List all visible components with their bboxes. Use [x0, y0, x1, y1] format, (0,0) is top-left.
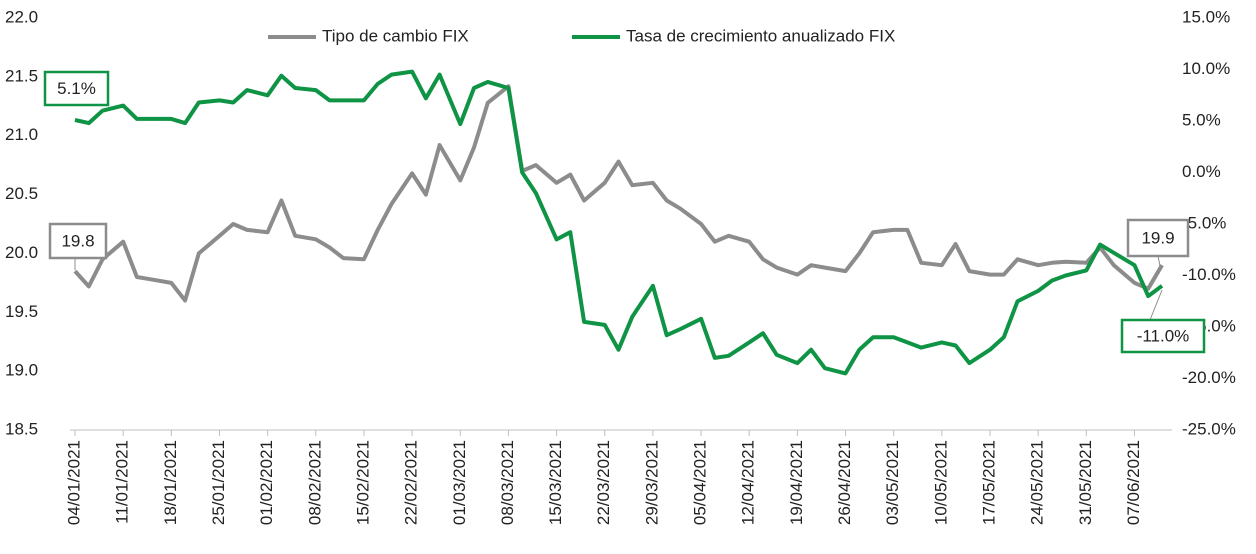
- series-line: [74, 69, 1164, 376]
- annotation-text: -11.0%: [1137, 326, 1190, 345]
- annotation-box: [48, 222, 108, 260]
- y-tick-label: 22.0: [5, 7, 38, 26]
- x-tick-label: 08/02/2021: [305, 440, 324, 525]
- annotation-text: 19.8: [61, 231, 94, 250]
- y2-tick-label: -25.0%: [1182, 419, 1236, 438]
- annotation-text: 5.1%: [57, 79, 96, 98]
- x-tick-label: 15/03/2021: [546, 440, 565, 525]
- x-tick-label: 19/04/2021: [787, 440, 806, 525]
- x-tick-label: 17/05/2021: [979, 440, 998, 525]
- y2-tick-label: -20.0%: [1182, 368, 1236, 387]
- x-tick-label: 05/04/2021: [691, 440, 710, 525]
- x-tick-label: 08/03/2021: [498, 440, 517, 525]
- y-tick-label: 21.0: [5, 125, 38, 144]
- x-tick-label: 04/01/2021: [64, 440, 83, 525]
- y-tick-label: 19.5: [5, 302, 38, 321]
- y2-tick-label: 0.0%: [1182, 162, 1221, 181]
- annotation-box: [1126, 218, 1190, 258]
- annotation-leader: [1149, 289, 1163, 321]
- y-tick-label: 21.5: [5, 66, 38, 85]
- x-tick-label: 26/04/2021: [835, 440, 854, 525]
- y2-tick-label: 15.0%: [1182, 7, 1230, 26]
- y-tick-label: 18.5: [5, 419, 38, 438]
- annotation-leader: [1157, 255, 1161, 267]
- x-tick-label: 10/05/2021: [931, 440, 950, 525]
- series-line: [73, 84, 1164, 303]
- x-tick-label: 31/05/2021: [1076, 440, 1095, 525]
- legend-label: Tasa de crecimiento anualizado FIX: [626, 26, 895, 45]
- x-tick-label: 01/02/2021: [257, 440, 276, 525]
- y-tick-label: 20.5: [5, 184, 38, 203]
- y2-tick-label: -10.0%: [1182, 265, 1236, 284]
- x-tick-label: 24/05/2021: [1028, 440, 1047, 525]
- x-tick-label: 07/06/2021: [1124, 440, 1143, 525]
- legend-label: Tipo de cambio FIX: [322, 26, 469, 45]
- annotation-box: [1120, 318, 1206, 354]
- x-tick-label: 25/01/2021: [209, 440, 228, 525]
- y-tick-label: 19.0: [5, 361, 38, 380]
- y2-tick-label: -5.0%: [1182, 213, 1226, 232]
- annotation-box: [43, 70, 110, 107]
- x-tick-label: 11/01/2021: [113, 440, 132, 524]
- x-tick-label: 01/03/2021: [450, 440, 469, 525]
- x-tick-label: 12/04/2021: [739, 440, 758, 525]
- y2-tick-label: 5.0%: [1182, 110, 1221, 129]
- x-tick-label: 22/03/2021: [594, 440, 613, 525]
- x-tick-label: 22/02/2021: [402, 440, 421, 525]
- y2-tick-label: 10.0%: [1182, 59, 1230, 78]
- y-tick-label: 20.0: [5, 243, 38, 262]
- x-tick-label: 03/05/2021: [883, 440, 902, 525]
- x-tick-label: 18/01/2021: [161, 440, 180, 525]
- x-tick-label: 29/03/2021: [642, 440, 661, 525]
- x-tick-label: 15/02/2021: [353, 440, 372, 525]
- annotation-text: 19.9: [1141, 228, 1174, 247]
